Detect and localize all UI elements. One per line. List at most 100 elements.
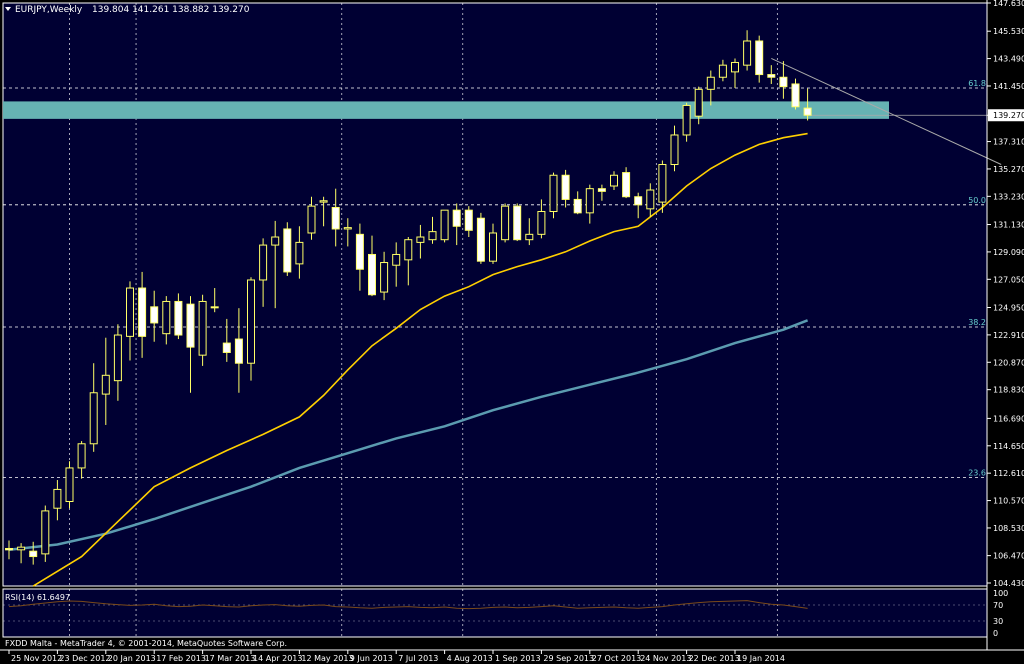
bullish-candle	[162, 300, 171, 335]
bullish-candle	[53, 488, 62, 509]
price-axis-label: 106.470	[993, 552, 1024, 561]
chart-ohlc-values: 139.804 141.261 138.882 139.270	[92, 5, 250, 15]
bullish-candle	[307, 205, 316, 234]
bullish-candle	[17, 546, 26, 551]
price-axis-label: 127.050	[993, 275, 1024, 284]
last-price-tag	[988, 109, 1024, 122]
rsi-label: RSI(14) 61.6497	[5, 593, 70, 602]
price-axis-label: 108.530	[993, 524, 1024, 533]
bearish-candle	[791, 83, 800, 108]
bearish-candle	[476, 217, 485, 262]
price-axis-label: 124.950	[993, 304, 1024, 313]
bearish-candle	[355, 233, 364, 270]
bearish-candle	[283, 228, 292, 273]
price-axis-label: 133.230	[993, 192, 1024, 201]
fib-level-label: 38.2	[968, 318, 986, 327]
bullish-candle	[670, 134, 679, 166]
time-axis-label: 22 Dec 2013	[689, 654, 740, 663]
bullish-candle	[89, 392, 98, 445]
rsi-axis-label: 100	[993, 589, 1008, 598]
price-axis-label: 129.090	[993, 248, 1024, 257]
bullish-candle	[259, 244, 268, 281]
price-axis-label: 122.910	[993, 331, 1024, 340]
bullish-candle	[525, 233, 534, 241]
bearish-candle	[597, 188, 606, 192]
bearish-candle	[622, 172, 631, 198]
bearish-candle	[5, 547, 13, 551]
bearish-candle	[464, 209, 473, 231]
bullish-candle	[295, 241, 304, 265]
bullish-candle	[694, 88, 703, 117]
price-axis-label: 116.690	[993, 414, 1024, 423]
bearish-candle	[573, 198, 582, 214]
bearish-candle	[803, 107, 812, 116]
bullish-candle	[658, 164, 667, 203]
bearish-candle	[634, 196, 643, 206]
time-axis-label: 29 Sep 2013	[543, 654, 594, 663]
bullish-candle	[743, 40, 752, 66]
bullish-candle	[343, 227, 352, 230]
bullish-candle	[682, 104, 691, 136]
price-axis-label: 131.130	[993, 221, 1024, 230]
chart-menu-arrow-icon[interactable]	[5, 7, 11, 11]
time-axis-label: 1 Sep 2013	[495, 654, 541, 663]
price-axis-label: 112.610	[993, 469, 1024, 478]
bullish-candle	[77, 443, 86, 469]
bullish-candle	[646, 189, 655, 210]
time-axis-label: 17 Feb 2013	[156, 654, 206, 663]
fib-level-label: 23.6	[968, 468, 986, 477]
bullish-candle	[198, 300, 207, 356]
time-axis-label: 23 Dec 2012	[59, 654, 110, 663]
bearish-candle	[368, 253, 376, 296]
bullish-candle	[319, 200, 328, 203]
bearish-candle	[29, 550, 38, 558]
trendline	[771, 57, 1002, 165]
bullish-candle	[126, 287, 134, 337]
bearish-candle	[779, 76, 788, 88]
price-axis-label: 114.650	[993, 442, 1024, 451]
time-axis-label: 9 Jun 2013	[350, 654, 393, 663]
fast-moving-average	[32, 132, 808, 587]
bullish-candle	[428, 231, 437, 241]
copyright-text: FXDD Malta - MetaTrader 4, © 2001-2014, …	[5, 639, 287, 648]
time-axis-label: 7 Jul 2013	[398, 654, 438, 663]
price-axis-label: 118.830	[993, 386, 1024, 395]
bearish-candle	[755, 40, 764, 76]
price-axis-label: 145.530	[993, 27, 1024, 36]
bullish-candle	[610, 174, 618, 187]
time-axis-label: 20 Jan 2013	[108, 654, 156, 663]
bullish-candle	[392, 253, 401, 266]
time-axis-label: 4 Aug 2013	[447, 654, 493, 663]
bullish-candle	[549, 174, 558, 213]
bullish-candle	[718, 64, 727, 78]
bearish-candle	[513, 205, 522, 241]
time-axis-label: 14 Apr 2013	[253, 654, 302, 663]
bullish-candle	[501, 205, 510, 241]
bullish-candle	[416, 236, 425, 243]
slow-moving-average	[8, 319, 809, 552]
bullish-candle	[210, 306, 219, 309]
rsi-axis-label: 0	[993, 629, 998, 638]
price-axis-label: 110.570	[993, 497, 1024, 506]
price-axis-label: 120.870	[993, 358, 1024, 367]
time-axis-label: 25 Nov 2012	[11, 654, 62, 663]
main-plot-area	[2, 2, 988, 587]
bullish-candle	[41, 510, 50, 555]
bullish-candle	[585, 188, 594, 214]
bearish-candle	[234, 338, 243, 364]
rsi-panel	[2, 588, 988, 638]
resistance-zone	[3, 101, 889, 119]
rsi-line	[8, 600, 808, 610]
rsi-axis-label: 70	[993, 601, 1003, 610]
bullish-candle	[706, 76, 715, 90]
bearish-candle	[186, 303, 195, 348]
time-axis-label: 17 Mar 2013	[205, 654, 256, 663]
price-axis-label: 141.450	[993, 82, 1024, 91]
bullish-candle	[440, 209, 449, 241]
bearish-candle	[150, 306, 159, 324]
bullish-candle	[537, 211, 546, 235]
time-axis-label: 24 Nov 2013	[640, 654, 691, 663]
last-price-tag-label: 139.270	[993, 111, 1024, 120]
bearish-candle	[331, 206, 340, 230]
